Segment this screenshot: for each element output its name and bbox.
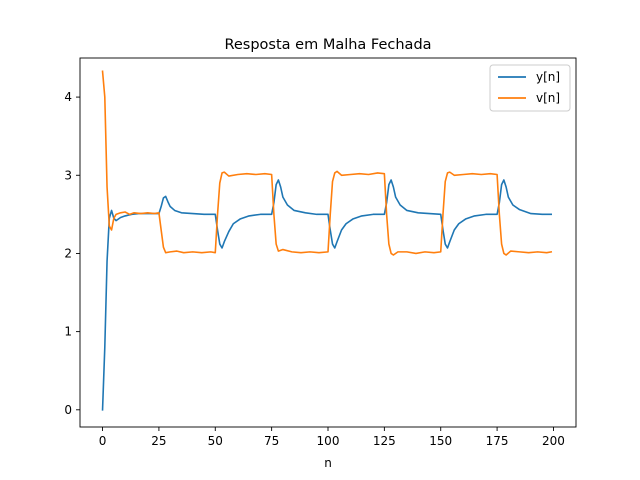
y-tick-label: 4 <box>64 90 72 104</box>
x-tick-label: 100 <box>317 434 340 448</box>
y-tick-label: 1 <box>64 325 72 339</box>
y-tick-label: 0 <box>64 403 72 417</box>
legend: y[n] v[n] <box>489 64 571 112</box>
plot-area: 0 25 50 75 100 125 150 175 200 0 1 2 3 4 <box>64 57 577 448</box>
chart-title: Resposta em Malha Fechada <box>224 37 431 53</box>
legend-label-0: y[n] <box>536 70 560 84</box>
y-tick-label: 3 <box>64 168 72 182</box>
x-tick-label: 50 <box>208 434 223 448</box>
x-tick-label: 125 <box>373 434 396 448</box>
x-tick-label: 175 <box>486 434 509 448</box>
series-line-0 <box>101 179 552 411</box>
y-tick-label: 2 <box>64 246 72 260</box>
series-line-1 <box>101 70 553 256</box>
x-tick-label: 0 <box>99 434 107 448</box>
x-tick-label: 200 <box>542 434 565 448</box>
x-axis-label: n <box>324 456 332 470</box>
x-tick-label: 150 <box>429 434 452 448</box>
legend-label-1: v[n] <box>536 91 560 105</box>
x-tick-label: 25 <box>151 434 166 448</box>
x-tick-label: 75 <box>264 434 279 448</box>
